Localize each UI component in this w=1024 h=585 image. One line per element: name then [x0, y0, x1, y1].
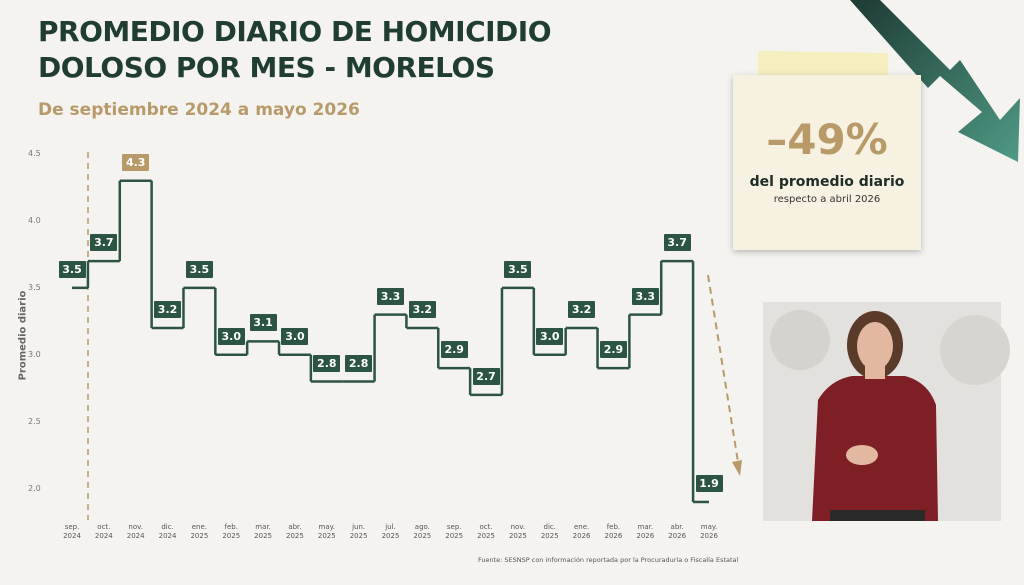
value-label: 3.3 — [631, 287, 659, 305]
value-label: 3.0 — [281, 327, 309, 345]
value-label: 1.9 — [695, 474, 723, 492]
value-label: 3.0 — [217, 327, 245, 345]
value-label: 3.5 — [185, 260, 213, 278]
x-tick-label: abr. 2026 — [668, 523, 687, 540]
value-label: 3.0 — [536, 327, 564, 345]
x-tick-label: ene. 2025 — [190, 523, 209, 540]
title: PROMEDIO DIARIO DE HOMICIDIO DOLOSO POR … — [38, 15, 552, 84]
value-label: 3.5 — [58, 260, 86, 278]
x-tick-label: nov. 2024 — [126, 523, 145, 540]
x-tick-label: jul. 2025 — [381, 523, 400, 540]
callout-subtext: respecto a abril 2026 — [773, 194, 881, 205]
x-tick-label: feb. 2026 — [604, 523, 623, 540]
y-tick-label: 3.0 — [28, 349, 41, 359]
value-label: 2.8 — [313, 354, 341, 372]
trend-dash — [707, 274, 739, 463]
value-label: 3.1 — [249, 314, 277, 332]
x-tick-label: dic. 2024 — [158, 523, 177, 540]
callout-card: –49% del promedio diario respecto a abri… — [733, 75, 921, 250]
source: Fuente: SESNSP con información reportada… — [478, 556, 739, 564]
subtitle: De septiembre 2024 a mayo 2026 — [38, 100, 360, 120]
x-tick-label: nov. 2025 — [508, 523, 527, 540]
y-tick-label: 3.5 — [28, 282, 41, 292]
value-label: 2.7 — [472, 367, 500, 385]
callout-text: del promedio diario — [749, 174, 905, 190]
value-label: 2.9 — [440, 341, 468, 359]
trend-dash-head — [732, 460, 742, 476]
x-tick-label: oct. 2025 — [477, 523, 495, 540]
value-label: 4.3 — [122, 153, 150, 171]
x-tick-label: sep. 2024 — [63, 523, 81, 540]
value-label: 3.3 — [377, 287, 404, 305]
trend-arrow — [850, 0, 1020, 162]
value-label: 3.7 — [90, 234, 118, 252]
value-label: 3.7 — [663, 234, 691, 252]
y-tick-label: 4.0 — [28, 215, 41, 225]
y-tick-label: 2.5 — [28, 416, 41, 426]
value-label: 3.5 — [504, 260, 532, 278]
x-tick-label: ago. 2025 — [413, 523, 432, 540]
x-tick-label: feb. 2025 — [222, 523, 241, 540]
x-tick-label: oct. 2024 — [94, 523, 113, 540]
x-tick-label: mar. 2025 — [254, 523, 272, 540]
y-tick-label: 2.0 — [28, 483, 41, 493]
value-label: 3.2 — [568, 300, 596, 318]
y-tick-label: 4.5 — [28, 149, 41, 158]
x-tick-label: sep. 2025 — [445, 523, 464, 540]
x-tick-label: jun. 2025 — [349, 523, 368, 540]
x-tick-label: abr. 2025 — [286, 523, 304, 540]
x-tick-label: mar. 2026 — [636, 523, 655, 540]
value-label: 3.2 — [408, 300, 436, 318]
x-tick-label: dic. 2025 — [540, 523, 559, 540]
value-label: 2.8 — [345, 354, 373, 372]
x-tick-label: may. 2026 — [700, 523, 718, 540]
x-tick-label: may. 2025 — [317, 523, 336, 540]
x-tick-label: ene. 2026 — [572, 523, 591, 540]
interpreter-video — [763, 302, 1010, 521]
value-label: 3.2 — [154, 300, 182, 318]
value-label: 2.9 — [599, 341, 627, 359]
callout-value: –49% — [766, 115, 888, 164]
y-axis-label: Promedio diario — [17, 290, 29, 381]
